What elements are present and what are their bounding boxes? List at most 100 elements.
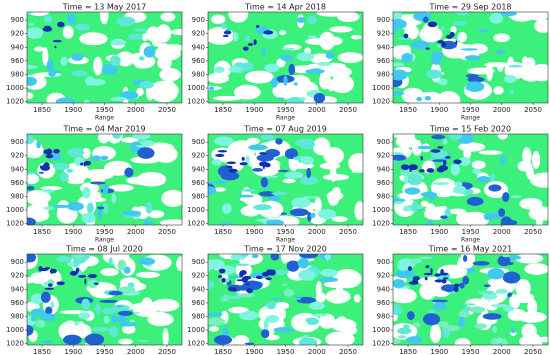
map-gap (62, 25, 74, 39)
map-dark (423, 272, 433, 276)
y-tick-label: 960 (377, 57, 390, 65)
map-patch (437, 78, 448, 86)
x-tick-label: 1900 (245, 228, 263, 236)
map-dark (266, 269, 276, 273)
map-image (393, 134, 548, 225)
map-patch (463, 303, 476, 306)
map-dark (44, 267, 51, 270)
map-gap (325, 331, 355, 345)
map-patch (81, 212, 96, 224)
map-dark (453, 286, 459, 293)
y-tick-label: 1020 (187, 340, 205, 348)
map-patch (143, 46, 156, 58)
map-patch (296, 16, 306, 24)
y-tick-label: 1020 (372, 340, 390, 348)
map-patch (137, 339, 149, 342)
map-patch (281, 47, 296, 51)
map-gap (526, 333, 541, 345)
panel-title: Time = 29 Sep 2018 (428, 3, 511, 12)
map-patch (117, 259, 127, 271)
map-gap (233, 84, 261, 100)
map-gap (99, 12, 109, 25)
map-gap (278, 30, 287, 35)
map-patch (311, 313, 329, 317)
map-gap (213, 187, 227, 192)
map-gap (157, 55, 172, 70)
map-patch (413, 12, 432, 22)
map-patch (253, 204, 272, 211)
map-dark (217, 149, 228, 153)
map-patch (458, 156, 471, 167)
map-gap (486, 62, 493, 82)
map-gap (153, 311, 167, 322)
y-tick-label: 1020 (6, 220, 24, 228)
map-gap (121, 137, 139, 143)
map-patch (418, 256, 434, 260)
x-tick-label: 2000 (493, 228, 511, 236)
map-patch (467, 76, 485, 83)
map-dark (42, 26, 53, 32)
map-dark (401, 164, 410, 170)
map-patch (213, 180, 228, 184)
map-gap (208, 326, 219, 332)
x-tick-label: 1950 (462, 228, 480, 236)
map-gap (330, 165, 337, 182)
map-gap (351, 161, 358, 174)
map-patch (393, 62, 405, 67)
map-gap (280, 254, 289, 264)
map-patch (60, 56, 68, 66)
y-tick-label: 940 (11, 43, 24, 51)
map-patch (127, 33, 143, 40)
map-patch (428, 310, 435, 314)
map-dark (437, 146, 444, 149)
map-gap (522, 12, 548, 21)
map-patch (260, 134, 275, 141)
map-gap (326, 191, 344, 201)
map-patch (40, 291, 51, 303)
map-dark (218, 275, 223, 278)
y-tick-label: 900 (377, 16, 390, 24)
map-patch (393, 309, 404, 314)
map-patch (393, 278, 405, 289)
x-tick-label: 2000 (308, 348, 326, 355)
map-gap (160, 12, 176, 22)
map-patch (27, 254, 37, 263)
map-dark (239, 162, 248, 166)
map-patch (34, 319, 46, 328)
y-tick-label: 980 (11, 312, 24, 320)
y-tick-label: 1000 (187, 84, 205, 92)
map-patch (213, 136, 234, 146)
x-tick-label: 2050 (158, 348, 176, 355)
map-patch (290, 208, 309, 217)
x-tick-label: 1850 (214, 348, 232, 355)
map-gap (350, 34, 362, 40)
map-patch (477, 176, 491, 183)
map-patch (122, 210, 142, 216)
map-patch (293, 82, 298, 86)
map-gap (329, 26, 353, 33)
map-patch (230, 263, 250, 267)
map-gap (156, 24, 172, 43)
map-patch (271, 191, 288, 196)
map-dark (265, 277, 272, 281)
y-tick-label: 960 (192, 179, 205, 187)
x-tick-label: 2050 (339, 228, 357, 236)
map-patch (393, 28, 397, 35)
map-patch (123, 266, 131, 274)
y-tick-label: 980 (192, 70, 205, 78)
map-patch (116, 305, 123, 308)
map-patch (398, 335, 407, 339)
map-gap (136, 87, 144, 97)
map-patch (464, 55, 481, 61)
map-gap (228, 306, 249, 314)
map-patch (138, 56, 145, 61)
map-gap (331, 216, 348, 222)
map-gap (318, 313, 336, 329)
panel-title: Time = 07 Aug 2019 (243, 125, 327, 134)
map-patch (459, 282, 465, 289)
map-gap (108, 184, 134, 192)
map-patch (220, 171, 240, 181)
y-tick-label: 900 (11, 16, 24, 24)
map-patch (252, 167, 264, 172)
map-dark (215, 153, 225, 158)
